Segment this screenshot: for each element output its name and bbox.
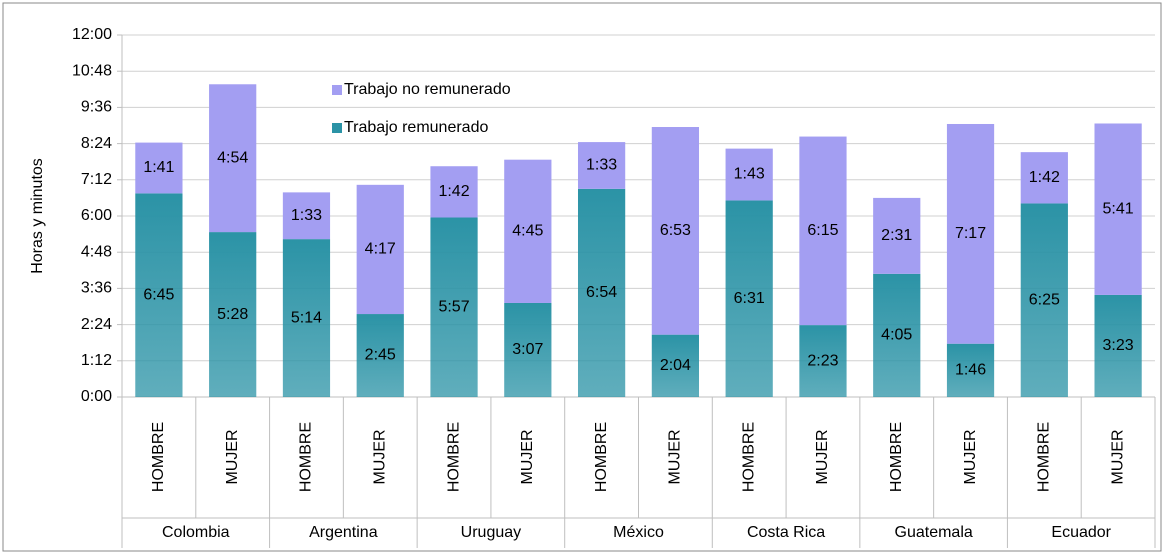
bar-segment [725,148,773,201]
value-label: 5:28 [217,306,248,323]
bar-segment [430,166,478,218]
bar-segment [946,123,995,344]
y-tick-label: 9:36 [81,99,112,116]
y-axis-label: Horas y minutos [29,158,46,274]
x-tick-label: HOMBRE [150,422,167,492]
x-tick-label: MUJER [962,429,979,484]
value-label: 3:07 [512,341,543,358]
legend-swatch [332,85,342,95]
value-label: 3:23 [1103,337,1134,354]
value-label: 2:04 [660,357,691,374]
value-label: 6:45 [143,286,174,303]
value-label: 4:45 [512,223,543,240]
x-tick-label: HOMBRE [1036,422,1053,492]
value-label: 1:33 [586,157,617,174]
bar-segment [356,314,404,397]
value-label: 6:15 [807,222,838,239]
bar-segment [577,188,626,397]
bar-segment [577,142,626,189]
bar-segment [504,302,552,397]
value-label: 1:41 [143,159,174,176]
y-tick-label: 6:00 [81,207,112,224]
value-label: 2:31 [881,227,912,244]
value-label: 4:05 [881,327,912,344]
bar-segment [135,142,183,194]
y-tick-label: 3:36 [81,280,112,297]
legend-label: Trabajo no remunerado [344,81,511,98]
y-tick-label: 8:24 [81,135,112,152]
legend-swatch [332,123,342,133]
x-tick-label: MUJER [371,429,388,484]
bar-segment [1020,152,1068,204]
value-label: 1:42 [1029,169,1060,186]
bar-segment [799,136,847,326]
x-tick-label: HOMBRE [888,422,905,492]
value-label: 4:54 [217,149,248,166]
bar-segment [799,325,847,397]
value-label: 1:46 [955,362,986,379]
x-tick-label: MUJER [1109,429,1126,484]
value-label: 6:54 [586,284,617,301]
x-tick-label: MUJER [519,429,536,484]
group-label: Guatemala [895,524,973,541]
bar-segment [504,159,552,303]
x-tick-label: MUJER [814,429,831,484]
y-tick-label: 4:48 [81,243,112,260]
group-label: Costa Rica [747,524,825,541]
bar-segment [873,273,921,397]
value-label: 1:42 [438,183,469,200]
value-label: 2:23 [807,352,838,369]
y-tick-label: 2:24 [81,316,112,333]
bar-segment [1094,123,1142,295]
bar-segment [430,217,478,397]
bar-segment [356,184,404,315]
value-label: 4:17 [365,241,396,258]
group-label: Uruguay [461,524,521,541]
value-label: 7:17 [955,225,986,242]
bar-segment [946,343,995,397]
value-label: 5:41 [1103,200,1134,217]
value-label: 6:31 [734,290,765,307]
bar-segment [1020,203,1068,397]
group-label: Ecuador [1051,524,1111,541]
group-label: Colombia [162,524,230,541]
value-label: 6:25 [1029,291,1060,308]
bar-segment [873,197,921,274]
x-tick-label: HOMBRE [445,422,462,492]
bar-segment [282,192,331,240]
x-tick-label: HOMBRE [298,422,315,492]
bar-segment [725,200,773,397]
x-tick-label: MUJER [224,429,241,484]
bar-segment [282,239,331,397]
bar-segment [1094,294,1142,397]
group-label: México [613,524,664,541]
x-tick-label: MUJER [667,429,684,484]
bar-segment [651,334,700,397]
x-tick-label: HOMBRE [593,422,610,492]
y-tick-label: 1:12 [81,352,112,369]
value-label: 5:14 [291,309,322,326]
y-tick-label: 12:00 [72,26,112,43]
y-tick-label: 7:12 [81,171,112,188]
value-label: 1:33 [291,207,322,224]
bar-segment [651,127,700,335]
bar-segment [209,232,257,397]
legend-label: Trabajo remunerado [344,119,488,136]
value-label: 1:43 [734,166,765,183]
value-label: 2:45 [365,347,396,364]
x-tick-label: HOMBRE [740,422,757,492]
value-label: 6:53 [660,222,691,239]
y-tick-label: 10:48 [72,62,112,79]
group-label: Argentina [309,524,378,541]
bar-segment [209,84,257,233]
value-label: 5:57 [438,298,469,315]
y-tick-label: 0:00 [81,388,112,405]
bar-segment [135,193,183,397]
